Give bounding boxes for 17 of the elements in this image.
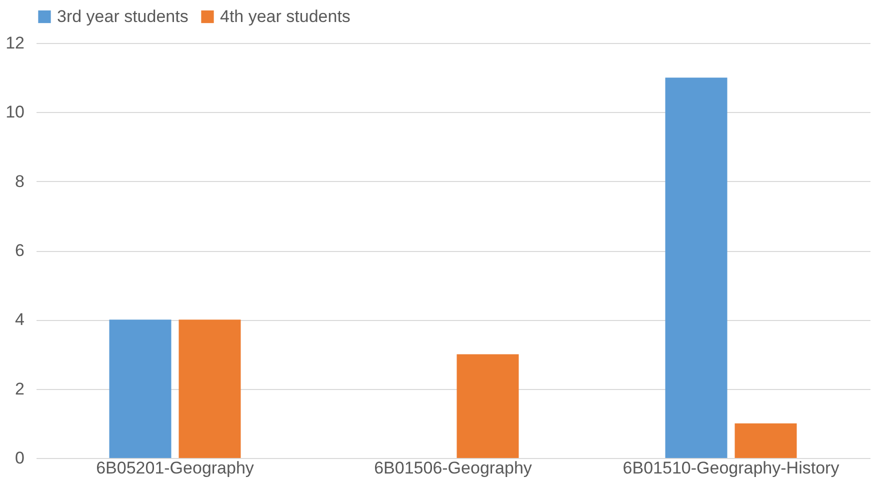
- y-tick-label: 2: [15, 379, 24, 398]
- y-tick-label: 4: [15, 310, 24, 330]
- y-tick-label: 0: [15, 448, 24, 468]
- legend-label: 4th year students: [220, 6, 350, 26]
- y-tick-label: 10: [6, 102, 24, 122]
- bar: [734, 423, 797, 458]
- bar: [456, 354, 519, 458]
- x-tick-label: 6B01510-Geography-History: [622, 458, 840, 478]
- bar: [178, 320, 241, 458]
- y-tick-label: 6: [15, 241, 24, 260]
- y-tick-label: 8: [15, 172, 24, 191]
- legend-label: 3rd year students: [57, 6, 188, 26]
- y-tick-label: 12: [6, 34, 24, 52]
- x-tick-label: 6B01506-Geography: [374, 458, 532, 478]
- x-tick-label: 6B05201-Geography: [96, 458, 254, 478]
- bar: [109, 320, 172, 458]
- bar: [665, 78, 728, 458]
